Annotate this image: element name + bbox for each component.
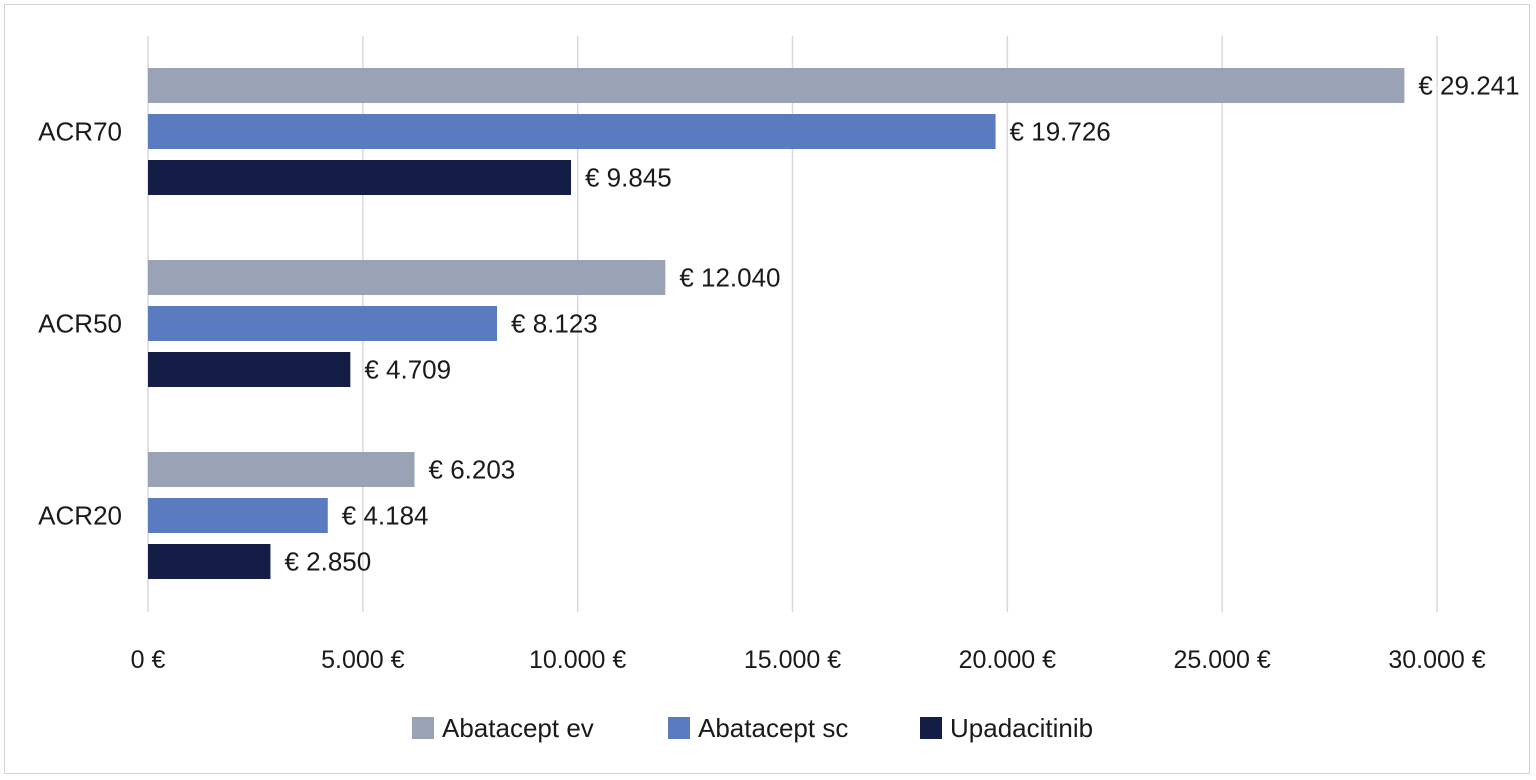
category-label: ACR50 [38, 309, 122, 339]
x-tick-label: 10.000 € [529, 646, 626, 674]
x-tick-label: 30.000 € [1388, 646, 1485, 674]
legend: Abatacept ev Abatacept sc Upadacitinib [412, 713, 1093, 743]
bar [148, 260, 666, 295]
bar [148, 114, 996, 149]
x-tick-label: 20.000 € [959, 646, 1056, 674]
x-tick-label: 0 € [131, 646, 166, 674]
bar [148, 306, 498, 341]
data-label: € 4.184 [342, 501, 429, 531]
legend-swatch [668, 717, 690, 739]
legend-label: Upadacitinib [950, 713, 1093, 743]
category-labels: ACR70 ACR50 ACR20 [38, 117, 122, 531]
data-label: € 29.241 [1418, 71, 1519, 101]
chart-frame [4, 4, 1530, 774]
data-label: € 9.845 [585, 163, 672, 193]
bar [148, 544, 271, 579]
data-label: € 8.123 [511, 309, 598, 339]
bar [148, 352, 351, 387]
data-label: € 12.040 [679, 263, 780, 293]
x-tick-label: 5.000 € [321, 646, 405, 674]
data-label: € 4.709 [364, 355, 451, 385]
bar [148, 160, 572, 195]
legend-label: Abatacept sc [698, 713, 848, 743]
category-label: ACR20 [38, 501, 122, 531]
bar [148, 498, 328, 533]
legend-label: Abatacept ev [442, 713, 594, 743]
category-label: ACR70 [38, 117, 122, 147]
data-label: € 19.726 [1010, 117, 1111, 147]
legend-swatch [412, 717, 434, 739]
data-label: € 2.850 [284, 547, 371, 577]
legend-swatch [920, 717, 942, 739]
data-label: € 6.203 [429, 455, 516, 485]
bar [148, 452, 415, 487]
value-labels: € 29.241 € 19.726 € 9.845 € 12.040 € 8.123 € … [284, 71, 1519, 577]
x-tick-labels: 0 € 5.000 € 10.000 € 15.000 € 20.000 € 25.000… [131, 646, 1486, 674]
bar [148, 68, 1405, 103]
bars [148, 68, 1405, 579]
x-tick-label: 15.000 € [744, 646, 841, 674]
x-tick-label: 25.000 € [1174, 646, 1271, 674]
